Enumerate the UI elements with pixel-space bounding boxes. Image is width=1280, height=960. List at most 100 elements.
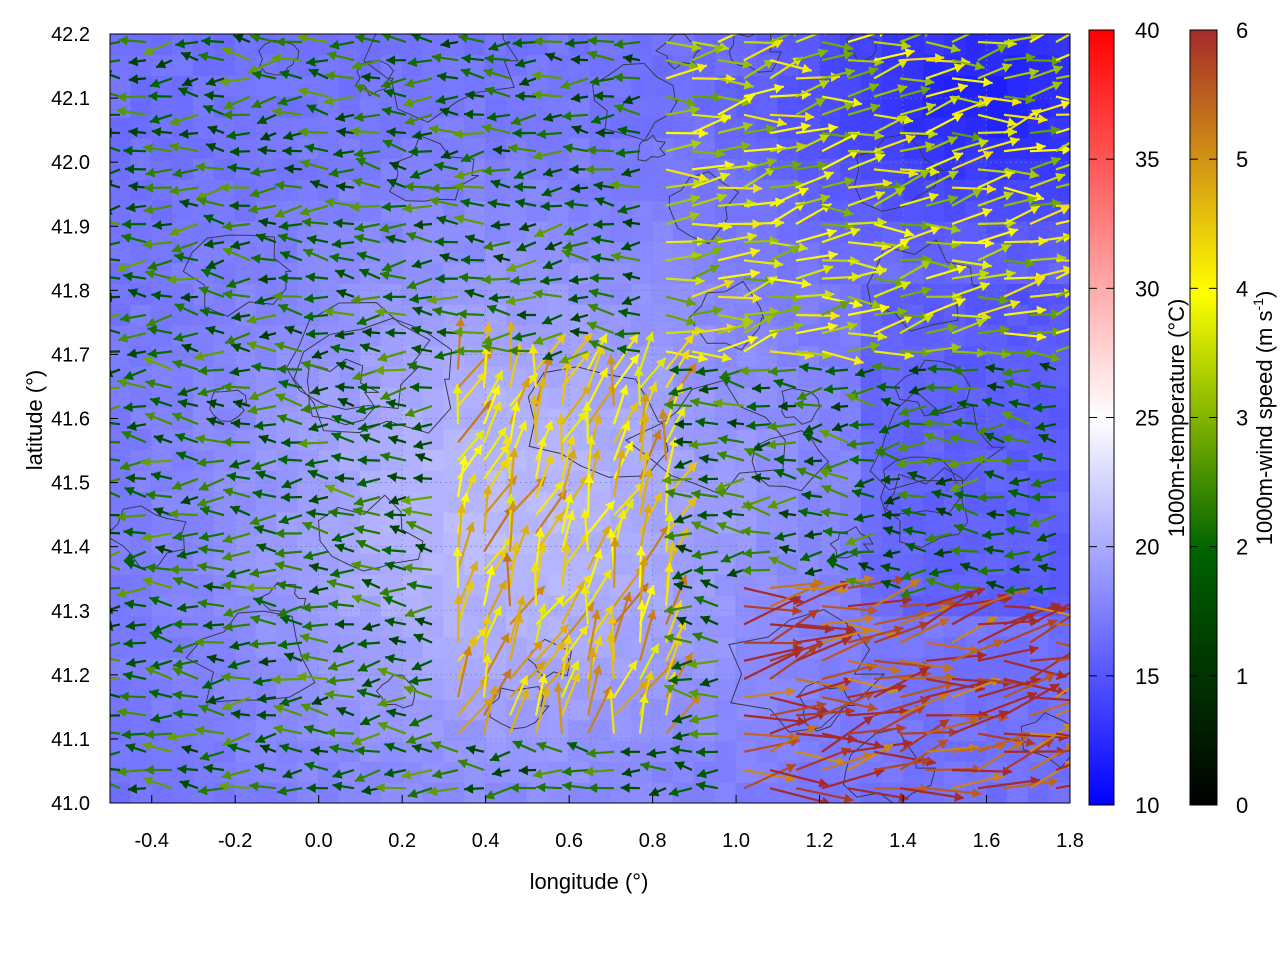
y-tick-label: 41.6 bbox=[51, 409, 90, 431]
temperature-cell bbox=[819, 657, 841, 679]
temperature-cell bbox=[110, 116, 132, 139]
x-tick-label: 0.2 bbox=[388, 830, 416, 852]
temperature-cell bbox=[986, 158, 1008, 180]
temperature-cell bbox=[151, 345, 174, 368]
temperature-cell bbox=[839, 469, 862, 492]
temperature-cell bbox=[339, 677, 361, 700]
temperature-cell bbox=[777, 220, 800, 243]
temperature-cell bbox=[401, 469, 424, 492]
temperature-cell bbox=[234, 490, 257, 513]
temperature-cell bbox=[339, 719, 361, 742]
temperature-cell bbox=[881, 282, 904, 305]
temperature-cell bbox=[652, 75, 674, 97]
temperature-cell bbox=[318, 781, 341, 803]
temperature-cell bbox=[172, 366, 194, 388]
temperature-cell bbox=[923, 324, 946, 347]
temperature-cell bbox=[714, 740, 737, 762]
temperature-cell bbox=[130, 469, 153, 492]
temperature-cell bbox=[297, 428, 320, 451]
temperature-cell bbox=[234, 469, 257, 492]
temperature-cell bbox=[339, 615, 361, 638]
y-tick-label: 41.3 bbox=[51, 601, 90, 623]
temperature-cell bbox=[192, 220, 215, 243]
temperature-cell bbox=[756, 282, 779, 305]
temperature-cell bbox=[923, 386, 946, 409]
temperature-cell bbox=[631, 636, 654, 659]
wind-vector-head bbox=[90, 216, 100, 226]
temperature-cell bbox=[631, 34, 654, 56]
temperature-cell bbox=[819, 740, 841, 762]
wind-vector-head bbox=[95, 40, 105, 50]
temperature-cell bbox=[756, 95, 779, 118]
temperature-cell bbox=[652, 262, 674, 284]
temperature-cell bbox=[714, 54, 737, 77]
temperature-cell bbox=[339, 428, 361, 451]
temperature-cell bbox=[422, 553, 445, 575]
temperature-cell bbox=[213, 760, 236, 783]
temperature-cell bbox=[380, 677, 403, 700]
colorbar-tick-label: 35 bbox=[1135, 147, 1159, 172]
temperature-cell bbox=[380, 366, 403, 388]
temperature-cell bbox=[902, 760, 925, 783]
temperature-cell bbox=[130, 615, 153, 638]
temperature-cell bbox=[693, 719, 716, 742]
wind-vector-head bbox=[89, 383, 98, 393]
temperature-cell bbox=[339, 75, 361, 97]
temperature-cell bbox=[401, 636, 424, 659]
wind-vector-head bbox=[94, 87, 104, 97]
temperature-cell bbox=[485, 116, 508, 139]
temperature-cell bbox=[422, 594, 445, 617]
temperature-cell bbox=[568, 345, 591, 368]
colorbar-tick-label: 20 bbox=[1135, 535, 1159, 560]
temperature-cell bbox=[735, 532, 758, 555]
temperature-cell bbox=[547, 75, 570, 97]
temperature-cell bbox=[339, 636, 361, 659]
temperature-cell bbox=[819, 490, 841, 513]
temperature-cell bbox=[965, 324, 988, 347]
temperature-cell bbox=[276, 178, 299, 201]
temperature-cell bbox=[380, 116, 403, 139]
temperature-cell bbox=[777, 34, 800, 56]
wind-vector-head bbox=[1076, 595, 1086, 604]
temperature-cell bbox=[192, 116, 215, 139]
temperature-cell bbox=[422, 573, 445, 596]
temperature-cell bbox=[526, 199, 549, 222]
temperature-cell bbox=[798, 740, 821, 762]
temperature-cell bbox=[464, 740, 487, 762]
temperature-cell bbox=[443, 282, 466, 305]
colorbar-tick-label: 0 bbox=[1236, 793, 1248, 818]
temperature-cell bbox=[631, 781, 654, 803]
temperature-cell bbox=[339, 573, 361, 596]
temperature-cell bbox=[255, 95, 278, 118]
temperature-cell bbox=[881, 366, 904, 388]
colorbar-tick-label: 1 bbox=[1236, 664, 1248, 689]
temperature-cell bbox=[568, 657, 591, 679]
temperature-cell bbox=[276, 677, 299, 700]
temperature-cell bbox=[213, 345, 236, 368]
temperature-cell bbox=[589, 199, 612, 222]
temperature-cell bbox=[526, 303, 549, 326]
temperature-cell bbox=[693, 532, 716, 555]
wind-vector-head bbox=[1079, 224, 1089, 233]
temperature-cell bbox=[151, 178, 174, 201]
temperature-cell bbox=[443, 428, 466, 451]
temperature-cell bbox=[756, 386, 779, 409]
y-tick-label: 41.2 bbox=[51, 665, 90, 687]
temperature-cell bbox=[276, 282, 299, 305]
temperature-cell bbox=[172, 95, 194, 118]
temperature-cell bbox=[380, 657, 403, 679]
temperature-cell bbox=[485, 719, 508, 742]
temperature-cell bbox=[297, 781, 320, 803]
temperature-cell bbox=[672, 532, 695, 555]
temperature-cell bbox=[485, 95, 508, 118]
temperature-cell bbox=[443, 553, 466, 575]
colorbar-tick-label: 30 bbox=[1135, 276, 1159, 301]
temperature-cell bbox=[318, 449, 341, 471]
temperature-cell bbox=[672, 220, 695, 243]
temperature-cell bbox=[276, 636, 299, 659]
temperature-cell bbox=[464, 532, 487, 555]
temperature-cell bbox=[547, 54, 570, 77]
wind-vector-head bbox=[98, 254, 107, 264]
temperature-cell bbox=[672, 116, 695, 139]
temperature-cell bbox=[756, 241, 779, 264]
